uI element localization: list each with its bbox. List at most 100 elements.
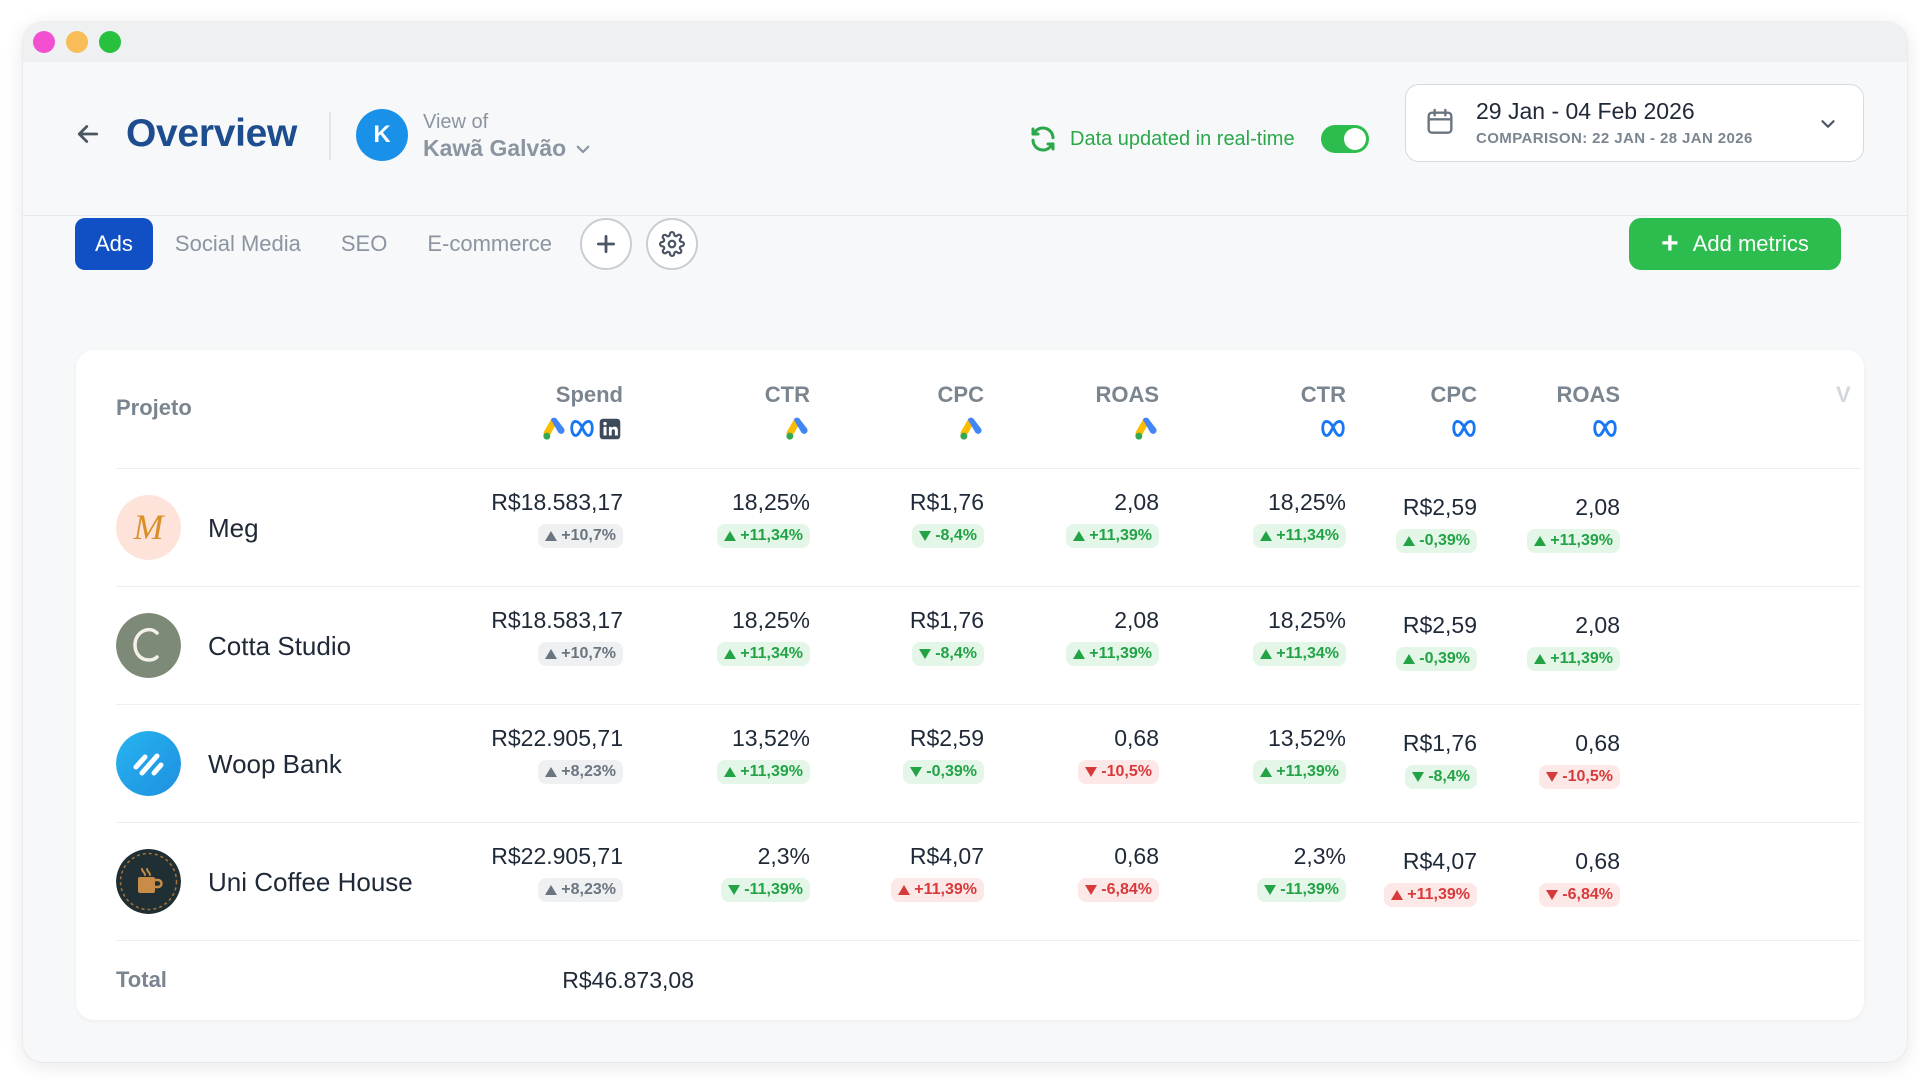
delta-badge: -8,4%: [912, 524, 984, 548]
metric-cell: R$2,59 -0,39%: [1396, 612, 1477, 671]
faded-column-header: V: [1836, 382, 1851, 407]
metric-value: 18,25%: [731, 489, 810, 515]
metric-value: R$1,76: [1402, 730, 1477, 756]
platform-icons: [1286, 416, 1346, 442]
delta-badge: -8,4%: [912, 642, 984, 666]
table-row[interactable]: Woop Bank R$22.905,71 +8,23% 13,52% +11,39% R…: [116, 704, 1861, 822]
add-tab-button[interactable]: [580, 218, 633, 270]
add-metrics-button[interactable]: + Add metrics: [1629, 218, 1841, 270]
table-row[interactable]: Cotta Studio R$18.583,17 +10,7% 18,25% +11,3…: [116, 586, 1861, 704]
column-header-label: CPC: [937, 382, 984, 407]
delta-value: +11,39%: [1276, 763, 1339, 780]
project-name[interactable]: Meg: [208, 513, 259, 543]
metric-value: R$1,76: [909, 489, 984, 515]
user-name: Kawã Galvão: [423, 135, 567, 161]
metric-value: R$2,59: [1402, 494, 1477, 520]
metric-cell: 18,25% +11,34%: [717, 489, 810, 548]
table-row[interactable]: Uni Coffee House R$22.905,71 +8,23% 2,3% -11…: [116, 822, 1861, 940]
metric-cell: 2,3% -11,39%: [1257, 843, 1346, 902]
woop-logo: [116, 731, 181, 796]
column-header-roas-3[interactable]: ROAS: [1093, 382, 1159, 442]
total-spend: R$46.873,08: [562, 967, 694, 993]
google-ads-icon: [1133, 416, 1159, 442]
metric-value: 2,08: [1575, 612, 1620, 638]
column-header-label: ROAS: [1095, 382, 1159, 407]
metric-value: R$18.583,17: [491, 489, 623, 515]
column-header-ctr-4[interactable]: CTR: [1286, 382, 1346, 442]
triangle-down-icon: [919, 531, 932, 541]
delta-badge: -0,39%: [1396, 647, 1477, 671]
delta-badge: +11,34%: [1253, 642, 1346, 666]
metric-value: 2,3%: [757, 843, 810, 869]
metric-cell: R$2,59 -0,39%: [1396, 494, 1477, 553]
column-header-cpc-5[interactable]: CPC: [1417, 382, 1477, 442]
user-avatar[interactable]: K: [356, 109, 408, 161]
metric-value: 2,08: [1114, 607, 1159, 633]
metric-cell: R$4,07 +11,39%: [891, 843, 984, 902]
metric-value: 18,25%: [731, 607, 810, 633]
delta-badge: -8,4%: [1405, 765, 1477, 789]
settings-button[interactable]: [646, 218, 699, 270]
delta-value: +8,23%: [561, 881, 616, 898]
delta-value: -6,84%: [1562, 886, 1613, 903]
realtime-text: Data updated in real-time: [1070, 127, 1295, 150]
delta-value: +11,39%: [1550, 650, 1613, 667]
metrics-table: Projeto Spend CTR CPC ROAS CTR CPC ROAS V M Meg…: [76, 350, 1864, 1020]
metric-cell: 2,08 +11,39%: [1066, 607, 1159, 666]
metric-value: R$22.905,71: [491, 843, 623, 869]
back-arrow-icon[interactable]: [73, 119, 103, 149]
triangle-up-icon: [1403, 654, 1416, 664]
date-range-picker[interactable]: 29 Jan - 04 Feb 2026 COMPARISON: 22 JAN …: [1405, 84, 1864, 162]
delta-value: -8,4%: [935, 527, 977, 544]
total-row: Total R$46.873,08: [116, 940, 1861, 1020]
metric-value: R$4,07: [909, 843, 984, 869]
column-header-ctr-1[interactable]: CTR: [744, 382, 810, 442]
platform-icons: [1093, 416, 1159, 442]
project-name[interactable]: Cotta Studio: [208, 631, 352, 661]
column-header-label: CPC: [1430, 382, 1477, 407]
close-window-button[interactable]: [33, 31, 55, 53]
tab-seo[interactable]: SEO: [340, 231, 388, 256]
column-header-spend-0[interactable]: Spend: [541, 382, 623, 442]
delta-badge: +8,23%: [538, 760, 623, 784]
delta-badge: +11,39%: [1066, 524, 1159, 548]
tab-ads[interactable]: Ads: [75, 218, 153, 270]
table-row[interactable]: M Meg R$18.583,17 +10,7% 18,25% +11,34% R$1,76…: [116, 468, 1861, 586]
triangle-down-icon: [1264, 885, 1277, 895]
column-header-label: CTR: [764, 382, 810, 407]
column-header-label: CTR: [1300, 382, 1346, 407]
delta-value: -10,5%: [1101, 763, 1152, 780]
minimize-window-button[interactable]: [66, 31, 88, 53]
triangle-up-icon: [545, 531, 558, 541]
project-column-header: Projeto: [116, 395, 192, 420]
project-name[interactable]: Woop Bank: [208, 749, 342, 779]
metric-value: 13,52%: [731, 725, 810, 751]
cotta-logo: [116, 613, 181, 678]
realtime-toggle[interactable]: [1320, 125, 1369, 153]
category-tabs: Ads Social Media SEO E-commerce: [75, 218, 699, 270]
gear-icon: [659, 231, 685, 257]
delta-badge: -11,39%: [1257, 878, 1346, 902]
platform-icons: [1556, 416, 1620, 442]
delta-value: +11,39%: [914, 881, 977, 898]
user-selector[interactable]: Kawã Galvão: [423, 135, 592, 162]
triangle-up-icon: [545, 649, 558, 659]
column-header-label: Spend: [555, 382, 623, 407]
page-title: Overview: [126, 112, 298, 155]
comparison-range: COMPARISON: 22 JAN - 28 JAN 2026: [1476, 130, 1753, 147]
chevron-down-icon: [576, 145, 590, 153]
delta-badge: +11,39%: [717, 760, 810, 784]
platform-icons: [744, 416, 810, 442]
delta-badge: -11,39%: [721, 878, 810, 902]
platform-icons: [541, 416, 623, 442]
maximize-window-button[interactable]: [99, 31, 121, 53]
column-header-roas-6[interactable]: ROAS: [1556, 382, 1620, 442]
project-name[interactable]: Uni Coffee House: [208, 867, 413, 897]
triangle-up-icon: [898, 885, 911, 895]
delta-badge: +11,34%: [1253, 524, 1346, 548]
tab-social-media[interactable]: Social Media: [174, 231, 301, 256]
delta-badge: -6,84%: [1078, 878, 1159, 902]
triangle-down-icon: [728, 885, 741, 895]
tab-e-commerce[interactable]: E-commerce: [427, 231, 553, 256]
column-header-cpc-2[interactable]: CPC: [918, 382, 984, 442]
